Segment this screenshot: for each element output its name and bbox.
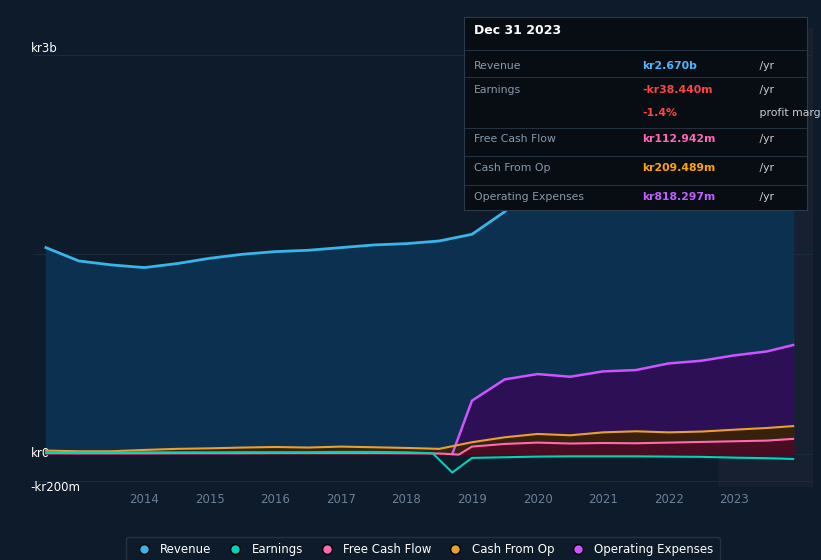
Text: /yr: /yr <box>755 164 773 174</box>
Text: kr112.942m: kr112.942m <box>642 134 716 144</box>
Text: Operating Expenses: Operating Expenses <box>475 193 585 203</box>
Text: Dec 31 2023: Dec 31 2023 <box>475 24 562 37</box>
Text: /yr: /yr <box>755 193 773 203</box>
Text: -kr200m: -kr200m <box>30 480 80 493</box>
Legend: Revenue, Earnings, Free Cash Flow, Cash From Op, Operating Expenses: Revenue, Earnings, Free Cash Flow, Cash … <box>126 537 719 560</box>
Text: /yr: /yr <box>755 134 773 144</box>
Text: Revenue: Revenue <box>475 61 521 71</box>
Text: /yr: /yr <box>755 85 773 95</box>
Text: kr3b: kr3b <box>30 41 57 55</box>
Text: -kr38.440m: -kr38.440m <box>642 85 713 95</box>
Text: /yr: /yr <box>755 61 773 71</box>
Text: kr818.297m: kr818.297m <box>642 193 716 203</box>
Text: Earnings: Earnings <box>475 85 521 95</box>
Text: kr2.670b: kr2.670b <box>642 61 697 71</box>
Text: Cash From Op: Cash From Op <box>475 164 551 174</box>
Text: -1.4%: -1.4% <box>642 109 677 118</box>
Text: kr0: kr0 <box>30 447 50 460</box>
Bar <box>718 28 813 487</box>
Text: profit margin: profit margin <box>755 109 821 118</box>
Text: Free Cash Flow: Free Cash Flow <box>475 134 556 144</box>
Text: kr209.489m: kr209.489m <box>642 164 716 174</box>
